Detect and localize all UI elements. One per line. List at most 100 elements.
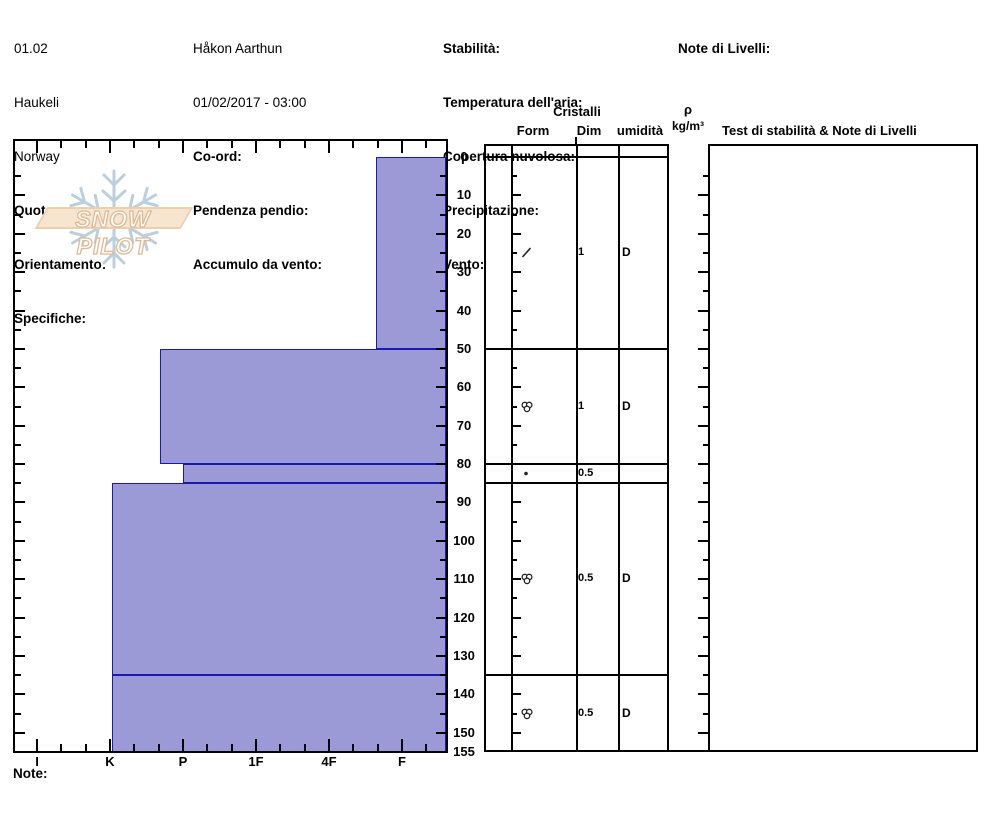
density-column-tick	[698, 271, 708, 274]
depth-tick-right	[440, 367, 446, 370]
hardness-tick-bottom	[376, 744, 379, 751]
depth-tick-right	[436, 232, 446, 235]
header-col-notes: Note di Livelli:	[678, 4, 770, 94]
form-column-tick	[513, 693, 521, 696]
observer-name: Håkon Aarthun	[193, 41, 283, 56]
depth-tick-right	[436, 194, 446, 197]
depth-tick-label: 30	[456, 264, 472, 280]
density-column-tick	[698, 578, 708, 581]
grain-form-icon-dot	[520, 467, 533, 485]
hardness-tick-bottom	[206, 744, 209, 751]
depth-tick-right	[436, 271, 446, 274]
moisture-value: D	[622, 398, 631, 413]
stability-test-box	[708, 144, 978, 752]
hardness-tick-top	[352, 141, 355, 148]
depth-tick-right	[436, 347, 446, 350]
density-column-tick	[698, 501, 708, 504]
humidity-column-header: umidità	[616, 123, 664, 138]
depth-tick-right	[436, 309, 446, 312]
form-column-tick	[513, 405, 517, 408]
depth-tick-right	[440, 559, 446, 562]
depth-tick-right	[436, 463, 446, 466]
depth-tick-left	[15, 328, 21, 331]
depth-tick-right	[436, 539, 446, 542]
hardness-axis-label: 4F	[321, 754, 337, 769]
table-row-line	[484, 482, 669, 485]
hardness-tick-top	[401, 141, 403, 153]
table-row-line	[484, 463, 669, 466]
hardness-tick-bottom	[36, 739, 38, 751]
hardness-tick-top	[206, 141, 209, 148]
depth-tick-right	[436, 578, 446, 581]
form-column-tick	[513, 616, 521, 619]
hardness-tick-top	[84, 141, 87, 148]
depth-tick-left	[15, 655, 25, 658]
moisture-value: D	[622, 571, 631, 586]
density-column-tick	[703, 328, 708, 331]
hardness-tick-bottom	[425, 744, 428, 751]
table-row-line	[484, 156, 669, 158]
hardness-tick-top	[133, 141, 136, 148]
form-column-tick	[513, 290, 517, 293]
hardness-tick-top	[60, 141, 63, 148]
header-col-location: 01.02 Haukeli Norway Quota: Orientamento…	[14, 4, 106, 364]
snow-layer	[375, 157, 446, 349]
profile-number: 01.02	[14, 41, 48, 56]
hardness-axis-label: I	[35, 754, 39, 769]
hardness-tick-bottom	[157, 744, 160, 751]
density-column-tick	[698, 693, 708, 696]
grain-form-icon-slash	[520, 246, 533, 264]
air-temp-label: Temperatura dell'aria:	[443, 95, 583, 110]
density-column-tick	[703, 367, 708, 370]
depth-tick-left	[15, 251, 21, 254]
depth-tick-left	[15, 635, 21, 638]
depth-tick-right	[440, 712, 446, 715]
depth-tick-left	[15, 539, 25, 542]
hardness-tick-top	[109, 141, 111, 153]
hardness-tick-bottom	[133, 744, 136, 751]
site-name: Haukeli	[14, 95, 60, 110]
depth-tick-label: 140	[453, 686, 475, 702]
form-column-tick	[513, 520, 517, 523]
density-column-tick	[698, 194, 708, 197]
hardness-tick-bottom	[109, 739, 111, 751]
depth-tick-right	[440, 175, 446, 178]
depth-tick-left	[15, 443, 21, 446]
depth-tick-label: 120	[453, 609, 475, 625]
note-label: Note:	[13, 766, 48, 781]
depth-tick-left	[15, 347, 25, 350]
form-column-tick	[513, 232, 521, 235]
wind-loading-label: Accumulo da vento:	[193, 257, 323, 272]
form-column-tick	[513, 386, 521, 389]
hardness-axis-label: F	[398, 754, 406, 769]
density-column-tick	[703, 597, 708, 600]
form-column-tick	[513, 271, 521, 274]
table-row-line	[484, 347, 669, 350]
depth-tick-label: 150	[453, 724, 475, 740]
depth-tick-right	[436, 616, 446, 619]
depth-tick-right	[436, 386, 446, 389]
density-column-tick	[698, 616, 708, 619]
depth-tick-label: 155	[453, 744, 475, 759]
depth-tick-left	[15, 693, 25, 696]
wind-label: Vento:	[443, 257, 485, 272]
depth-tick-left	[15, 597, 21, 600]
snowpilot-logo-text: SNOW PILOT	[75, 205, 151, 259]
density-column-tick	[698, 309, 708, 312]
hardness-axis-label: 1F	[248, 754, 264, 769]
depth-tick-left	[15, 578, 25, 581]
form-column-tick	[513, 501, 521, 504]
form-column-tick	[513, 213, 517, 216]
slope-angle-label: Pendenza pendio:	[193, 203, 309, 218]
density-column-tick	[703, 520, 708, 523]
table-column-line	[618, 144, 620, 752]
form-column-tick	[513, 712, 517, 715]
depth-tick-label: 70	[456, 417, 472, 433]
depth-tick-label: 110	[453, 571, 475, 587]
hardness-tick-bottom	[279, 744, 282, 751]
hardness-tick-top	[255, 141, 257, 153]
grain-size-value: 1	[578, 399, 585, 412]
depth-tick-right	[440, 482, 446, 485]
hardness-tick-bottom	[352, 744, 355, 751]
